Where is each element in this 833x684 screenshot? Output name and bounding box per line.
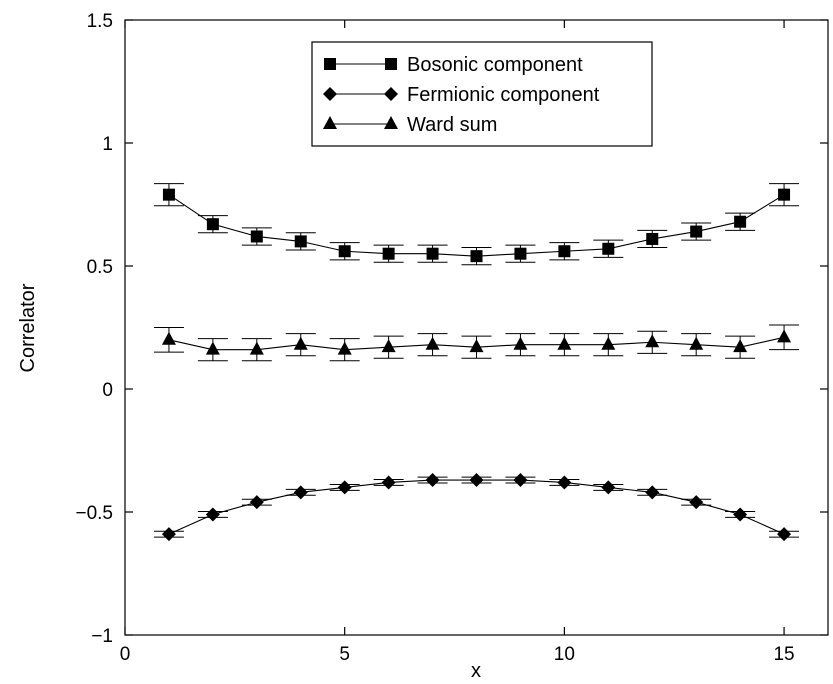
legend-fermionic-label: Fermionic component xyxy=(407,84,600,106)
legend-ward-sum-marker xyxy=(323,116,337,129)
y-tick-label: 0.5 xyxy=(87,257,113,278)
ward-sum-point xyxy=(777,329,792,343)
ward-sum-point xyxy=(601,336,616,350)
bosonic-point xyxy=(426,247,439,260)
bosonic-line xyxy=(168,194,785,257)
y-tick-label: −0.5 xyxy=(75,503,113,524)
fermionic-point xyxy=(425,473,440,488)
x-tick-label: 10 xyxy=(554,644,575,665)
bosonic-point xyxy=(250,230,263,243)
fermionic-point xyxy=(513,473,528,488)
ward-sum-point xyxy=(425,336,440,350)
ward-sum-series xyxy=(153,324,800,362)
y-tick-label: 0 xyxy=(102,380,113,401)
bosonic-point xyxy=(382,247,395,260)
legend-fermionic-marker xyxy=(323,87,337,101)
bosonic-point xyxy=(338,245,351,258)
x-axis-label: x xyxy=(471,660,481,682)
ward-sum-point xyxy=(645,334,660,348)
fermionic-series xyxy=(153,473,800,542)
ward-sum-point xyxy=(205,341,220,355)
fermionic-point xyxy=(777,527,792,542)
legend-bosonic-label: Bosonic component xyxy=(407,54,583,76)
fermionic-point xyxy=(381,475,396,490)
bosonic-point xyxy=(734,215,747,228)
legend-ward-sum-label: Ward sum xyxy=(407,114,497,136)
fermionic-line xyxy=(168,479,785,535)
y-tick-label: 1.5 xyxy=(87,11,113,32)
bosonic-point xyxy=(646,232,659,245)
fermionic-point xyxy=(293,485,308,500)
bosonic-series xyxy=(153,183,800,266)
ward-sum-point xyxy=(381,339,396,353)
ward-sum-point xyxy=(689,336,704,350)
ward-sum-point xyxy=(557,336,572,350)
ward-sum-point xyxy=(337,341,352,355)
fermionic-point xyxy=(733,507,748,522)
fermionic-point xyxy=(689,495,704,510)
series-layer xyxy=(153,183,800,542)
bosonic-point xyxy=(206,218,219,231)
y-tick-label: 1 xyxy=(102,134,113,155)
legend-fermionic-marker xyxy=(384,87,398,101)
legend-bosonic-marker xyxy=(324,58,336,70)
bosonic-point xyxy=(294,235,307,248)
ward-sum-point xyxy=(161,331,176,345)
fermionic-point xyxy=(469,473,484,488)
bosonic-point xyxy=(162,188,175,201)
axis-ticks: 0 5 10 15 −1 −0.5 0 0.5 1 1.5 xyxy=(75,11,828,665)
fermionic-point xyxy=(601,480,616,495)
y-axis-label: Correlator xyxy=(17,283,39,372)
ward-sum-point xyxy=(249,341,264,355)
bosonic-point xyxy=(514,247,527,260)
plot-frame xyxy=(124,19,829,636)
y-tick-label: −1 xyxy=(91,626,113,647)
legend-bosonic-marker xyxy=(385,58,397,70)
x-tick-label: 5 xyxy=(339,644,350,665)
ward-sum-point xyxy=(733,339,748,353)
x-tick-label: 15 xyxy=(773,644,794,665)
bosonic-point xyxy=(470,250,483,263)
fermionic-point xyxy=(205,507,220,522)
bosonic-point xyxy=(690,225,703,238)
ward-sum-point xyxy=(513,336,528,350)
x-tick-label: 0 xyxy=(120,644,131,665)
bosonic-point xyxy=(602,242,615,255)
fermionic-point xyxy=(337,480,352,495)
legend: Bosonic component Fermionic component Ward… xyxy=(311,41,653,147)
bosonic-point xyxy=(778,188,791,201)
bosonic-point xyxy=(558,245,571,258)
fermionic-point xyxy=(557,475,572,490)
fermionic-point xyxy=(645,485,660,500)
fermionic-point xyxy=(161,527,176,542)
ward-sum-point xyxy=(293,336,308,350)
fermionic-point xyxy=(249,495,264,510)
ward-sum-point xyxy=(469,339,484,353)
legend-ward-sum-marker xyxy=(384,116,398,129)
